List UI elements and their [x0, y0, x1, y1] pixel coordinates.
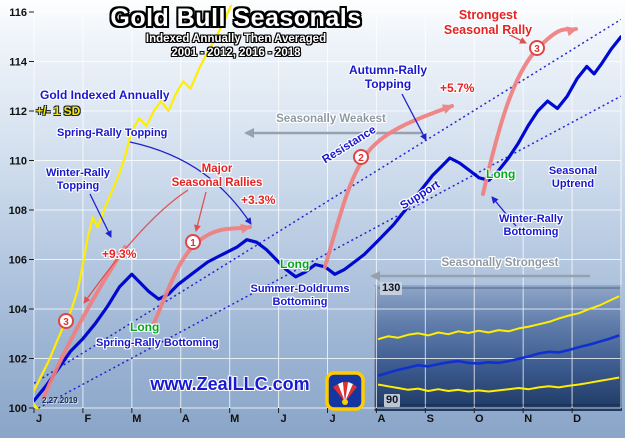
- seasonal-uptrend-label: Seasonal Uptrend: [548, 165, 598, 191]
- svg-text:N: N: [524, 413, 532, 425]
- svg-text:S: S: [427, 413, 434, 425]
- trend-lines: [34, 18, 621, 409]
- inset-series: [377, 287, 620, 406]
- winter-rally-arrow-early: [42, 245, 127, 399]
- zeal-logo-icon: [325, 371, 365, 411]
- svg-text:100: 100: [9, 403, 27, 415]
- title-block: Gold Bull Seasonals Indexed Annually The…: [86, 3, 386, 61]
- zeal-logo: [325, 371, 365, 416]
- winter-topping-label: Winter-Rally Topping: [45, 167, 111, 193]
- chart-subtitle-2: 2001 - 2012, 2016 - 2018: [171, 46, 301, 59]
- rally-marker-autumn: 2: [353, 149, 369, 165]
- long-label-2: Long: [280, 257, 310, 271]
- spring-topping-label: Spring-Rally Topping: [57, 127, 168, 139]
- svg-text:114: 114: [9, 57, 28, 69]
- autumn-gain-label: +5.7%: [440, 81, 475, 95]
- svg-text:116: 116: [9, 7, 27, 19]
- svg-text:A: A: [377, 413, 385, 425]
- svg-text:D: D: [573, 413, 581, 425]
- winter-topping-pointer: [89, 193, 112, 238]
- long-label-1: Long: [130, 320, 160, 334]
- spring-rally-arrow: [150, 223, 252, 330]
- strongest-rally-pointer: [507, 33, 527, 44]
- rally-marker-winter-early: 3: [58, 313, 74, 329]
- autumn-topping-label: Autumn-Rally Topping: [349, 63, 427, 92]
- seasonally-strongest-label: Seasonally Strongest: [441, 257, 559, 269]
- autumn-topping-pointer: [401, 93, 427, 141]
- svg-text:M: M: [132, 413, 141, 425]
- svg-text:J: J: [329, 413, 335, 425]
- gridlines: [33, 11, 622, 409]
- major-rallies-label: Major Seasonal Rallies: [171, 163, 263, 189]
- svg-text:J: J: [36, 413, 42, 425]
- svg-text:104: 104: [9, 304, 28, 316]
- winter-bottoming-pointer: [491, 196, 517, 227]
- inset-y-label-90: 90: [384, 394, 401, 408]
- annotation-arrows: 3 1 2 3: [42, 26, 590, 399]
- svg-text:A: A: [182, 413, 190, 425]
- chart-subtitle-1: Indexed Annually Then Averaged: [145, 33, 327, 45]
- spring-gain-label: +3.3%: [241, 193, 276, 207]
- strongest-rally-label: Strongest Seasonal Rally: [443, 8, 533, 37]
- winter-bottoming-label: Winter-Rally Bottoming: [498, 213, 564, 239]
- svg-text:106: 106: [9, 255, 27, 267]
- major-rallies-pointer-3: [83, 189, 189, 304]
- summer-bottoming-label: Summer-Doldrums Bottoming: [250, 283, 350, 309]
- svg-text:102: 102: [9, 354, 27, 366]
- rally-number: 3: [63, 317, 69, 328]
- svg-text:F: F: [85, 413, 92, 425]
- axes: 100 102 104 106 108 110 112 114 116 J F M A M J J A S O N D: [9, 7, 581, 425]
- rally-marker-winter: 3: [529, 40, 545, 56]
- autumn-rally-arrow: [323, 104, 454, 269]
- rally-number: 3: [534, 44, 540, 55]
- date-label: 2.27.2019: [42, 396, 78, 405]
- seasonally-weakest-label: Seasonally Weakest: [276, 113, 386, 125]
- svg-text:M: M: [230, 413, 239, 425]
- spring-topping-pointer: [129, 141, 252, 225]
- chart-title: Gold Bull Seasonals: [110, 4, 362, 32]
- watermark: www.ZealLLC.com: [150, 374, 310, 394]
- major-rallies-pointer-1: [194, 191, 207, 232]
- svg-text:J: J: [281, 413, 287, 425]
- sd-band-label: +/- 1 SD: [36, 104, 81, 118]
- svg-text:108: 108: [9, 205, 27, 217]
- long-label-3: Long: [486, 167, 516, 181]
- svg-text:112: 112: [9, 106, 27, 118]
- rally-number: 1: [190, 238, 196, 249]
- winter-gain-label: +9.3%: [102, 247, 137, 261]
- svg-text:O: O: [475, 413, 484, 425]
- spring-bottoming-label: Spring-Rally Bottoming: [96, 337, 219, 349]
- rally-marker-spring: 1: [185, 234, 201, 250]
- svg-text:110: 110: [9, 156, 27, 168]
- winter-rally-arrow: [481, 26, 578, 196]
- gold-indexed-label: Gold Indexed Annually: [40, 88, 170, 102]
- rally-number: 2: [358, 153, 364, 164]
- inset-y-label-130: 130: [380, 282, 403, 296]
